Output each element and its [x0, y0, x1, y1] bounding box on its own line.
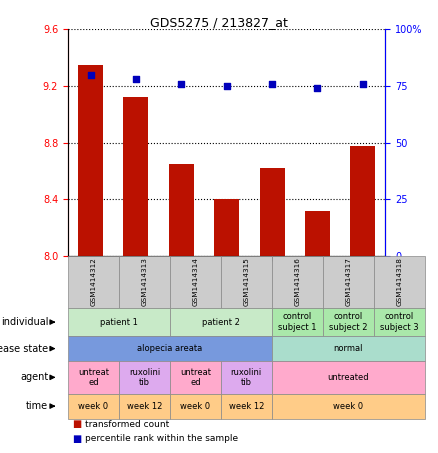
Text: alopecia areata: alopecia areata — [137, 344, 202, 353]
Text: disease state: disease state — [0, 343, 48, 354]
Text: GSM1414313: GSM1414313 — [141, 258, 147, 306]
Text: control
subject 3: control subject 3 — [380, 313, 419, 332]
Text: GSM1414318: GSM1414318 — [396, 258, 403, 306]
Text: patient 1: patient 1 — [100, 318, 138, 327]
Text: untreat
ed: untreat ed — [78, 368, 109, 387]
Text: GSM1414316: GSM1414316 — [294, 258, 300, 306]
Bar — [305, 211, 330, 256]
Bar — [214, 199, 239, 256]
Text: ■: ■ — [72, 419, 81, 429]
Text: ■: ■ — [72, 434, 81, 443]
Bar — [124, 97, 148, 256]
Text: week 0: week 0 — [78, 402, 109, 410]
Point — [314, 85, 321, 92]
Text: agent: agent — [20, 372, 48, 382]
Text: week 0: week 0 — [180, 402, 210, 410]
Point — [268, 80, 276, 87]
Text: normal: normal — [334, 344, 363, 353]
Bar — [350, 145, 375, 256]
Text: percentile rank within the sample: percentile rank within the sample — [85, 434, 239, 443]
Text: control
subject 2: control subject 2 — [329, 313, 367, 332]
Bar — [78, 65, 103, 256]
Text: ruxolini
tib: ruxolini tib — [231, 368, 262, 387]
Point — [178, 80, 185, 87]
Text: patient 2: patient 2 — [202, 318, 240, 327]
Text: GSM1414315: GSM1414315 — [244, 258, 249, 306]
Point — [87, 71, 94, 78]
Text: control
subject 1: control subject 1 — [278, 313, 317, 332]
Text: untreated: untreated — [328, 373, 369, 382]
Text: untreat
ed: untreat ed — [180, 368, 211, 387]
Text: week 12: week 12 — [127, 402, 162, 410]
Text: individual: individual — [1, 317, 48, 327]
Text: time: time — [26, 401, 48, 411]
Text: GDS5275 / 213827_at: GDS5275 / 213827_at — [150, 16, 288, 29]
Bar — [260, 168, 285, 256]
Point — [359, 80, 366, 87]
Point — [132, 76, 139, 83]
Text: GSM1414317: GSM1414317 — [346, 258, 351, 306]
Text: GSM1414312: GSM1414312 — [90, 258, 96, 306]
Text: ruxolini
tib: ruxolini tib — [129, 368, 160, 387]
Text: week 0: week 0 — [333, 402, 364, 410]
Text: transformed count: transformed count — [85, 419, 170, 429]
Text: GSM1414314: GSM1414314 — [192, 258, 198, 306]
Text: week 12: week 12 — [229, 402, 264, 410]
Bar — [169, 164, 194, 256]
Point — [223, 82, 230, 90]
